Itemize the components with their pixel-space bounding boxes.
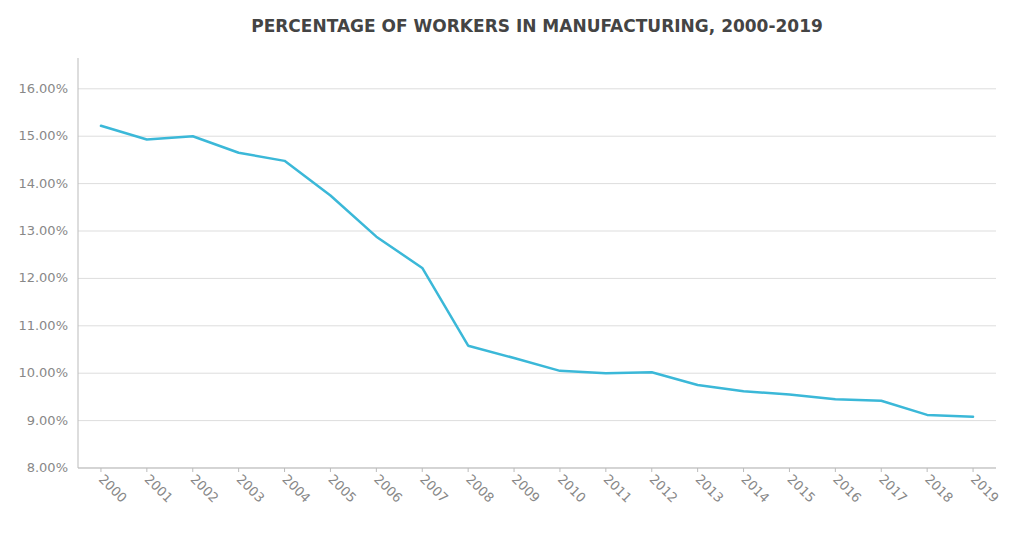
x-tick bbox=[330, 468, 331, 472]
grid-line bbox=[78, 231, 996, 232]
x-tick bbox=[238, 468, 239, 472]
x-tick bbox=[651, 468, 652, 472]
x-tick bbox=[927, 468, 928, 472]
x-tick bbox=[789, 468, 790, 472]
y-tick-label: 14.00% bbox=[18, 176, 68, 191]
x-tick bbox=[146, 468, 147, 472]
x-tick-label: 2018 bbox=[922, 472, 956, 506]
y-axis: 8.00% 9.00% 10.00% 11.00% 12.00% 13.00% 14.00%… bbox=[18, 81, 68, 475]
y-tick-label: 9.00% bbox=[27, 413, 68, 428]
x-tick-label: 2013 bbox=[693, 472, 727, 506]
x-axis-line bbox=[78, 468, 996, 469]
x-tick-label: 2011 bbox=[601, 472, 635, 506]
x-tick bbox=[192, 468, 193, 472]
x-tick bbox=[743, 468, 744, 472]
x-tick bbox=[468, 468, 469, 472]
line bbox=[101, 126, 973, 417]
x-tick-label: 2006 bbox=[371, 472, 405, 506]
x-tick-label: 2010 bbox=[555, 472, 589, 506]
x-tick-label: 2009 bbox=[509, 472, 543, 506]
y-tick-label: 12.00% bbox=[18, 270, 68, 285]
y-axis-line bbox=[78, 58, 79, 468]
x-tick bbox=[422, 468, 423, 472]
x-tick-label: 2001 bbox=[142, 472, 176, 506]
grid-line bbox=[78, 278, 996, 279]
x-tick bbox=[376, 468, 377, 472]
grid-line bbox=[78, 88, 996, 89]
grid-line bbox=[78, 373, 996, 374]
plot-area bbox=[101, 126, 973, 417]
x-tick-label: 2002 bbox=[188, 472, 222, 506]
x-tick bbox=[835, 468, 836, 472]
x-tick-label: 2005 bbox=[325, 472, 359, 506]
chart: PERCENTAGE OF WORKERS IN MANUFACTURING, … bbox=[0, 0, 1024, 554]
x-tick-label: 2012 bbox=[647, 472, 681, 506]
x-tick bbox=[605, 468, 606, 472]
x-tick bbox=[973, 468, 974, 472]
x-tick-label: 2000 bbox=[96, 472, 130, 506]
x-tick-label: 2019 bbox=[968, 472, 1002, 506]
x-tick-label: 2003 bbox=[234, 472, 268, 506]
grid-line bbox=[78, 420, 996, 421]
x-tick bbox=[559, 468, 560, 472]
x-tick bbox=[697, 468, 698, 472]
x-tick-label: 2014 bbox=[738, 472, 772, 506]
grid-line bbox=[78, 468, 996, 469]
x-tick-label: 2015 bbox=[784, 472, 818, 506]
y-tick-label: 10.00% bbox=[18, 365, 68, 380]
x-tick-label: 2017 bbox=[876, 472, 910, 506]
x-axis: 2000 2001 2002 2003 2004 2005 2006 2007 2008 2009… bbox=[96, 468, 1002, 506]
grid-line bbox=[78, 325, 996, 326]
x-tick bbox=[514, 468, 515, 472]
grid-line bbox=[78, 136, 996, 137]
x-tick bbox=[100, 468, 101, 472]
grid-line bbox=[78, 183, 996, 184]
y-tick-label: 8.00% bbox=[27, 460, 68, 475]
grid bbox=[78, 89, 996, 468]
x-tick bbox=[881, 468, 882, 472]
y-tick-label: 16.00% bbox=[18, 81, 68, 96]
x-tick-label: 2016 bbox=[830, 472, 864, 506]
x-tick-label: 2007 bbox=[417, 472, 451, 506]
title: PERCENTAGE OF WORKERS IN MANUFACTURING, … bbox=[251, 16, 823, 36]
y-tick-label: 15.00% bbox=[18, 128, 68, 143]
x-tick bbox=[284, 468, 285, 472]
x-tick-label: 2004 bbox=[279, 472, 313, 506]
y-tick-label: 11.00% bbox=[18, 318, 68, 333]
x-tick-label: 2008 bbox=[463, 472, 497, 506]
y-tick-label: 13.00% bbox=[18, 223, 68, 238]
